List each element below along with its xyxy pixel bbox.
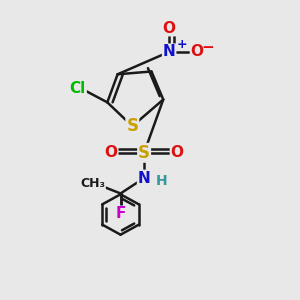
- Text: O: O: [163, 20, 176, 35]
- Text: F: F: [116, 206, 126, 221]
- Text: CH₃: CH₃: [80, 177, 105, 190]
- Text: O: O: [171, 145, 184, 160]
- Text: O: O: [190, 44, 204, 59]
- Text: N: N: [138, 170, 151, 185]
- Text: +: +: [176, 38, 187, 51]
- Text: S: S: [138, 144, 150, 162]
- Text: N: N: [163, 44, 175, 59]
- Text: S: S: [126, 117, 138, 135]
- Text: H: H: [155, 174, 167, 188]
- Text: O: O: [105, 145, 118, 160]
- Text: −: −: [202, 40, 214, 55]
- Text: Cl: Cl: [70, 81, 86, 96]
